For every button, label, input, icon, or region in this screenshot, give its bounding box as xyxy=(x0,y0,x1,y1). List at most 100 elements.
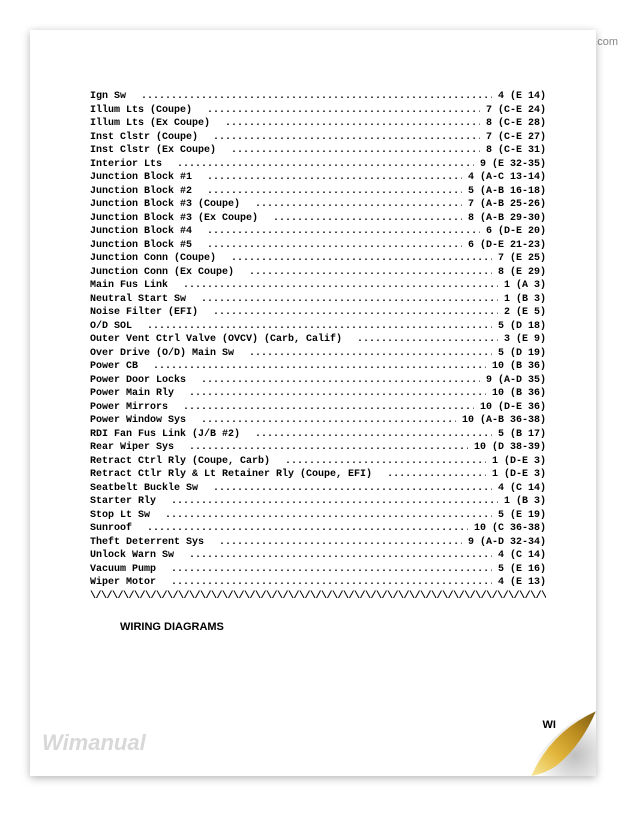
index-item-label: Junction Block #3 (Coupe) xyxy=(90,198,252,212)
index-item-ref: 8 (A-B 29-30) xyxy=(462,212,546,226)
leader-dots xyxy=(354,333,498,347)
leader-dots xyxy=(198,414,456,428)
index-line: Power Main Rly 10 (B 36) xyxy=(90,387,546,401)
index-line: Sunroof 10 (C 36-38) xyxy=(90,522,546,536)
index-line: Power Door Locks 9 (A-D 35) xyxy=(90,374,546,388)
index-item-ref: 7 (A-B 25-26) xyxy=(462,198,546,212)
index-line: Outer Vent Ctrl Valve (OVCV) (Carb, Cali… xyxy=(90,333,546,347)
index-line: Interior Lts 9 (E 32-35) xyxy=(90,158,546,172)
index-line: Wiper Motor 4 (E 13) xyxy=(90,576,546,590)
leader-dots xyxy=(246,266,492,280)
leader-dots xyxy=(186,387,486,401)
index-item-label: Power Door Locks xyxy=(90,374,198,388)
index-list: Ign Sw 4 (E 14)Illum Lts (Coupe) 7 (C-E … xyxy=(90,90,546,590)
index-item-ref: 4 (E 13) xyxy=(492,576,546,590)
index-item-ref: 5 (E 19) xyxy=(492,509,546,523)
index-item-label: Main Fus Link xyxy=(90,279,180,293)
index-item-label: Theft Deterrent Sys xyxy=(90,536,216,550)
index-item-label: Stop Lt Sw xyxy=(90,509,162,523)
leader-dots xyxy=(252,428,492,442)
index-line: Unlock Warn Sw 4 (C 14) xyxy=(90,549,546,563)
index-item-label: Junction Block #3 (Ex Coupe) xyxy=(90,212,270,226)
index-item-ref: 1 (D-E 3) xyxy=(486,468,546,482)
index-item-ref: 4 (E 14) xyxy=(492,90,546,104)
index-item-ref: 5 (E 16) xyxy=(492,563,546,577)
index-item-ref: 10 (D-E 36) xyxy=(474,401,546,415)
index-line: Seatbelt Buckle Sw 4 (C 14) xyxy=(90,482,546,496)
leader-dots xyxy=(144,320,492,334)
index-line: Junction Block #2 5 (A-B 16-18) xyxy=(90,185,546,199)
index-item-ref: 10 (A-B 36-38) xyxy=(456,414,546,428)
leader-dots xyxy=(168,563,492,577)
leader-dots xyxy=(144,522,468,536)
index-line: RDI Fan Fus Link (J/B #2) 5 (B 17) xyxy=(90,428,546,442)
index-item-label: RDI Fan Fus Link (J/B #2) xyxy=(90,428,252,442)
leader-dots xyxy=(168,495,498,509)
index-item-ref: 7 (E 25) xyxy=(492,252,546,266)
index-item-label: Outer Vent Ctrl Valve (OVCV) (Carb, Cali… xyxy=(90,333,354,347)
leader-dots xyxy=(246,347,492,361)
index-item-ref: 10 (B 36) xyxy=(486,387,546,401)
leader-dots xyxy=(198,374,480,388)
index-line: Starter Rly 1 (B 3) xyxy=(90,495,546,509)
index-item-ref: 10 (C 36-38) xyxy=(468,522,546,536)
leader-dots xyxy=(186,441,468,455)
leader-dots xyxy=(162,509,492,523)
leader-dots xyxy=(204,104,480,118)
leader-dots xyxy=(198,293,498,307)
index-item-ref: 10 (B 36) xyxy=(486,360,546,374)
index-item-ref: 4 (C 14) xyxy=(492,482,546,496)
index-item-label: Power CB xyxy=(90,360,150,374)
leader-dots xyxy=(228,144,480,158)
index-item-label: Retract Ctrl Rly (Coupe, Carb) xyxy=(90,455,282,469)
leader-dots xyxy=(204,171,462,185)
index-item-label: Power Main Rly xyxy=(90,387,186,401)
index-item-ref: 10 (D 38-39) xyxy=(468,441,546,455)
index-item-ref: 5 (B 17) xyxy=(492,428,546,442)
leader-dots xyxy=(150,360,486,374)
watermark-bottom-right: WI xyxy=(543,719,556,731)
index-item-ref: 8 (E 29) xyxy=(492,266,546,280)
leader-dots xyxy=(186,549,492,563)
index-line: Illum Lts (Coupe) 7 (C-E 24) xyxy=(90,104,546,118)
section-heading: WIRING DIAGRAMS xyxy=(120,621,546,633)
leader-dots xyxy=(270,212,462,226)
index-item-label: Retract Ctlr Rly & Lt Retainer Rly (Coup… xyxy=(90,468,384,482)
index-line: Junction Block #3 (Coupe) 7 (A-B 25-26) xyxy=(90,198,546,212)
index-item-label: Wiper Motor xyxy=(90,576,168,590)
index-item-ref: 8 (C-E 28) xyxy=(480,117,546,131)
index-line: Stop Lt Sw 5 (E 19) xyxy=(90,509,546,523)
index-line: Ign Sw 4 (E 14) xyxy=(90,90,546,104)
index-line: Inst Clstr (Ex Coupe) 8 (C-E 31) xyxy=(90,144,546,158)
index-item-label: Unlock Warn Sw xyxy=(90,549,186,563)
watermark-bottom-left: Wimanual xyxy=(42,730,146,756)
leader-dots xyxy=(210,131,480,145)
index-line: Retract Ctrl Rly (Coupe, Carb) 1 (D-E 3) xyxy=(90,455,546,469)
document-content: Ign Sw 4 (E 14)Illum Lts (Coupe) 7 (C-E … xyxy=(30,30,596,653)
leader-dots xyxy=(138,90,492,104)
index-item-label: Illum Lts (Coupe) xyxy=(90,104,204,118)
leader-dots xyxy=(180,279,498,293)
index-line: Junction Conn (Ex Coupe) 8 (E 29) xyxy=(90,266,546,280)
index-item-label: Junction Conn (Ex Coupe) xyxy=(90,266,246,280)
index-item-ref: 1 (B 3) xyxy=(498,495,546,509)
index-line: Noise Filter (EFI) 2 (E 5) xyxy=(90,306,546,320)
index-item-label: Junction Block #2 xyxy=(90,185,204,199)
index-item-label: Noise Filter (EFI) xyxy=(90,306,210,320)
index-item-label: Over Drive (O/D) Main Sw xyxy=(90,347,246,361)
index-item-ref: 1 (D-E 3) xyxy=(486,455,546,469)
index-line: Inst Clstr (Coupe) 7 (C-E 27) xyxy=(90,131,546,145)
index-line: Power Mirrors 10 (D-E 36) xyxy=(90,401,546,415)
index-item-label: Vacuum Pump xyxy=(90,563,168,577)
index-item-ref: 1 (A 3) xyxy=(498,279,546,293)
leader-dots xyxy=(384,468,486,482)
leader-dots xyxy=(174,158,474,172)
index-item-label: Neutral Start Sw xyxy=(90,293,198,307)
index-item-label: Junction Block #4 xyxy=(90,225,204,239)
index-item-label: Junction Conn (Coupe) xyxy=(90,252,228,266)
index-item-label: Ign Sw xyxy=(90,90,138,104)
index-line: Junction Block #3 (Ex Coupe) 8 (A-B 29-3… xyxy=(90,212,546,226)
leader-dots xyxy=(204,225,480,239)
page-container: Ign Sw 4 (E 14)Illum Lts (Coupe) 7 (C-E … xyxy=(30,30,596,776)
index-line: Theft Deterrent Sys 9 (A-D 32-34) xyxy=(90,536,546,550)
